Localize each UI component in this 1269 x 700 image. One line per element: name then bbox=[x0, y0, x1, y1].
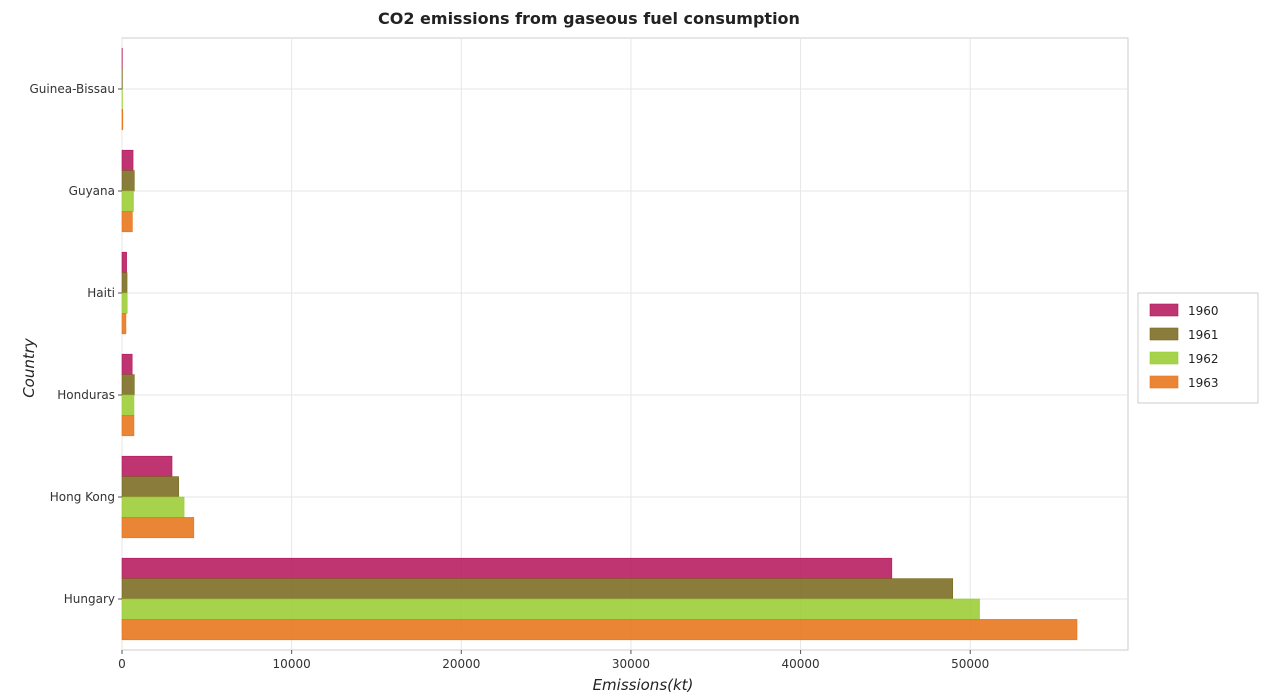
bar-1963-haiti bbox=[121, 313, 127, 335]
bar-1962-guyana bbox=[121, 190, 134, 212]
y-tick-label: Guinea-Bissau bbox=[29, 82, 115, 96]
y-tick-label: Haiti bbox=[87, 286, 115, 300]
legend-label: 1963 bbox=[1188, 376, 1219, 390]
bar-1963-hong-kong bbox=[121, 517, 195, 539]
legend-swatch bbox=[1149, 327, 1179, 341]
y-tick-label: Hong Kong bbox=[50, 490, 115, 504]
x-ticks-layer: 0 10000 20000 30000 40000 50000 bbox=[118, 650, 989, 671]
bar-1961-guyana bbox=[121, 170, 135, 192]
bar-1960-honduras bbox=[121, 353, 133, 375]
bar-1960-hungary bbox=[121, 557, 893, 579]
bar-1960-guyana bbox=[121, 149, 134, 171]
x-tick-label: 40000 bbox=[781, 657, 819, 671]
bar-1963-guyana bbox=[121, 211, 133, 233]
x-tick-label: 50000 bbox=[951, 657, 989, 671]
y-tick-label: Guyana bbox=[69, 184, 115, 198]
bar-1960-hong-kong bbox=[121, 455, 173, 477]
y-axis-label: Country bbox=[20, 337, 38, 398]
x-tick-label: 20000 bbox=[442, 657, 480, 671]
bar-1963-guinea-bissau bbox=[121, 109, 124, 131]
bar-1961-hong-kong bbox=[121, 476, 179, 498]
x-axis-label: Emissions(kt) bbox=[593, 676, 694, 694]
x-tick-label: 10000 bbox=[273, 657, 311, 671]
bar-1962-honduras bbox=[121, 394, 135, 416]
legend-label: 1962 bbox=[1188, 352, 1219, 366]
bar-1961-honduras bbox=[121, 374, 135, 396]
bar-1960-haiti bbox=[121, 251, 127, 273]
y-ticks-layer: Guinea-Bissau Guyana Haiti Honduras Hong Kon… bbox=[29, 82, 122, 606]
bars-layer bbox=[121, 47, 1078, 641]
y-tick-label: Honduras bbox=[57, 388, 115, 402]
bar-1963-honduras bbox=[121, 415, 135, 437]
legend-swatch bbox=[1149, 351, 1179, 365]
y-tick-label: Hungary bbox=[64, 592, 115, 606]
bar-1961-hungary bbox=[121, 578, 954, 600]
legend-swatch bbox=[1149, 375, 1179, 389]
chart-title: CO2 emissions from gaseous fuel consumpt… bbox=[378, 9, 800, 28]
legend-swatch bbox=[1149, 303, 1179, 317]
bar-1963-hungary bbox=[121, 619, 1078, 641]
x-tick-label: 0 bbox=[118, 657, 126, 671]
bar-1962-hong-kong bbox=[121, 496, 185, 518]
bar-1961-haiti bbox=[121, 272, 128, 294]
legend-label: 1961 bbox=[1188, 328, 1219, 342]
bar-1962-haiti bbox=[121, 292, 128, 314]
x-tick-label: 30000 bbox=[612, 657, 650, 671]
bar-1962-hungary bbox=[121, 598, 980, 620]
legend-label: 1960 bbox=[1188, 304, 1219, 318]
legend: 1960 1961 1962 1963 bbox=[1137, 292, 1259, 404]
